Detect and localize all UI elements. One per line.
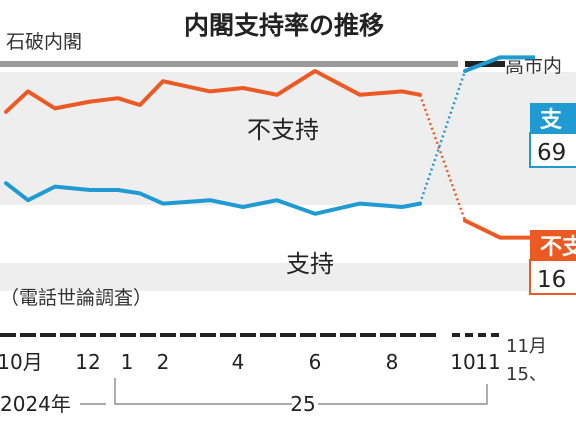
x-tick-label: 10 [450, 350, 475, 374]
x-extra-label-line1: 11月 [506, 336, 547, 357]
disapprove-end-value: 16 [537, 267, 566, 293]
support-end-value-box [529, 132, 576, 168]
grid-band-2 [0, 263, 576, 291]
disapprove-end-label-name: 不支 [540, 235, 576, 260]
x-tick-label: 11 [475, 350, 500, 374]
support-dotted-transition [418, 70, 467, 205]
x-tick-label: 2 [157, 350, 170, 374]
chart-title: 内閣支持率の推移 [184, 11, 384, 40]
grid-band-1 [0, 147, 576, 205]
period-label-takaichi: 高市内 [505, 55, 562, 77]
disapprove-line [4, 69, 422, 114]
disapprove-end-value-box [529, 259, 576, 295]
x-tick-label: 1 [121, 350, 134, 374]
x-tick-label: 6 [309, 350, 322, 374]
year-label-2024: 2024年 [0, 392, 71, 416]
period-bar-ishiba [0, 61, 458, 67]
support-end-value: 69 [537, 140, 566, 166]
survey-note: （電話世論調査） [0, 287, 152, 309]
grid-band-0 [0, 72, 576, 148]
series-label-disapprove: 不支持 [247, 116, 319, 144]
support-end-label-box [530, 103, 576, 133]
period-label-ishiba: 石破内閣 [6, 31, 82, 53]
x-extra-label-line2: 15、 [506, 364, 547, 385]
support-line [4, 181, 422, 216]
support-end-label-name: 支 [540, 108, 563, 133]
disapprove-line-takaichi [463, 218, 502, 240]
year-bracket [80, 378, 488, 405]
x-tick-label: 8 [386, 350, 399, 374]
x-tick-label: 10月 [0, 350, 43, 374]
series-label-support: 支持 [286, 250, 334, 278]
disapprove-dotted-transition [418, 94, 467, 222]
disapprove-end-label-box [530, 230, 576, 260]
x-tick-label: 4 [232, 350, 245, 374]
year-label-2025: 25 [290, 392, 315, 416]
support-line-takaichi [463, 55, 502, 73]
x-tick-label: 12 [75, 350, 100, 374]
